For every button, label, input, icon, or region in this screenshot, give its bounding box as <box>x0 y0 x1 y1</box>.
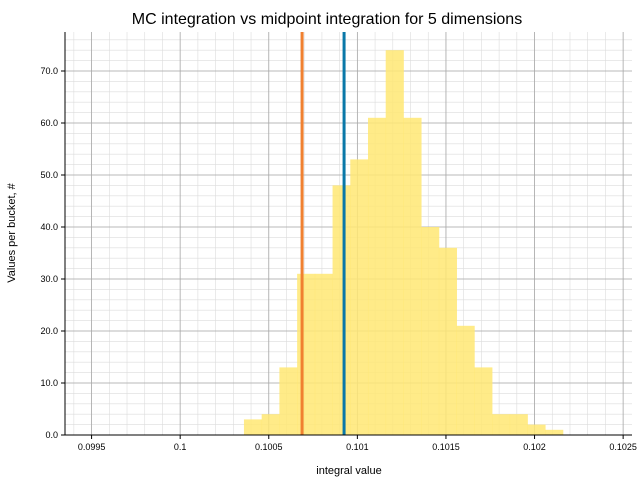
histogram-bar <box>403 117 422 436</box>
histogram-bar <box>385 50 404 435</box>
histogram-bar <box>332 185 351 435</box>
histogram-bar <box>421 227 440 435</box>
histogram-bar <box>350 159 369 435</box>
histogram-bar <box>367 117 387 436</box>
x-tick-label: 0.1005 <box>255 442 283 452</box>
y-tick-label: 40.0 <box>40 222 58 232</box>
y-tick-label: 30.0 <box>40 274 58 284</box>
histogram-bar <box>438 247 457 435</box>
x-tick-label: 0.1025 <box>609 442 637 452</box>
y-tick-label: 20.0 <box>40 326 58 336</box>
histogram-bar <box>509 414 528 435</box>
y-tick-label: 10.0 <box>40 378 58 388</box>
histogram-bar <box>243 419 263 435</box>
histogram-bar <box>297 273 316 435</box>
reference-lines <box>300 32 346 435</box>
y-axis-ticks: 0.0 10.0 20.0 30.0 40.0 50.0 60.0 70.0 <box>40 66 65 440</box>
x-tick-label: 0.1 <box>174 442 187 452</box>
axes <box>64 32 632 436</box>
x-tick-label: 0.1015 <box>432 442 460 452</box>
histogram-bars <box>243 50 564 436</box>
histogram-bar <box>314 273 333 435</box>
histogram-bar <box>261 414 280 435</box>
y-tick-label: 50.0 <box>40 170 58 180</box>
y-tick-label: 70.0 <box>40 66 58 76</box>
histogram-bar <box>279 367 298 435</box>
y-tick-label: 0.0 <box>45 430 58 440</box>
histogram-bar <box>545 429 564 435</box>
x-axis-ticks: 0.0995 0.1 0.1005 0.101 0.1015 0.102 0.1025 <box>78 435 637 452</box>
y-axis-label: Values per bucket, # <box>6 182 18 282</box>
x-tick-label: 0.101 <box>346 442 369 452</box>
histogram-bar <box>492 414 511 435</box>
histogram-bar <box>527 424 546 435</box>
chart-title: MC integration vs midpoint integration f… <box>132 11 522 28</box>
x-tick-label: 0.102 <box>523 442 546 452</box>
histogram-bar <box>474 367 493 435</box>
x-tick-label: 0.0995 <box>78 442 106 452</box>
x-axis-label: integral value <box>316 465 381 477</box>
y-tick-label: 60.0 <box>40 118 58 128</box>
histogram-bar <box>456 325 475 435</box>
